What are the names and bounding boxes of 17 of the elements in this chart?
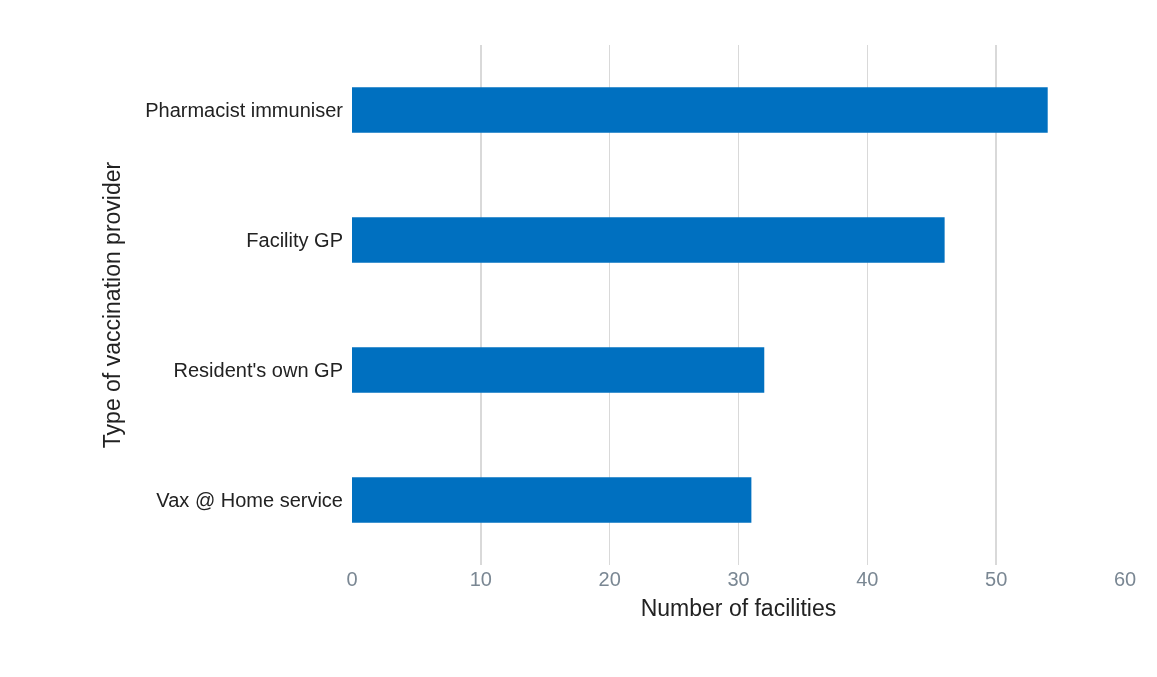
bar bbox=[352, 217, 945, 263]
y-tick-label: Resident's own GP bbox=[173, 359, 343, 381]
bar bbox=[352, 347, 765, 393]
x-tick-label: 40 bbox=[856, 568, 879, 590]
x-axis-title: Number of facilities bbox=[640, 594, 837, 621]
x-tick-label: 50 bbox=[985, 568, 1008, 590]
bar bbox=[352, 477, 752, 523]
bar bbox=[352, 87, 1048, 133]
x-tick-label: 20 bbox=[598, 568, 621, 590]
y-tick-label: Vax @ Home service bbox=[156, 489, 343, 511]
x-tick-label: 0 bbox=[346, 568, 358, 590]
y-axis-title: Type of vaccination provider bbox=[98, 161, 125, 449]
x-tick-label: 10 bbox=[469, 568, 492, 590]
y-tick-label: Pharmacist immuniser bbox=[145, 99, 344, 121]
x-tick-label: 60 bbox=[1113, 568, 1137, 590]
y-tick-label: Facility GP bbox=[246, 229, 343, 251]
x-tick-label: 30 bbox=[727, 568, 750, 590]
